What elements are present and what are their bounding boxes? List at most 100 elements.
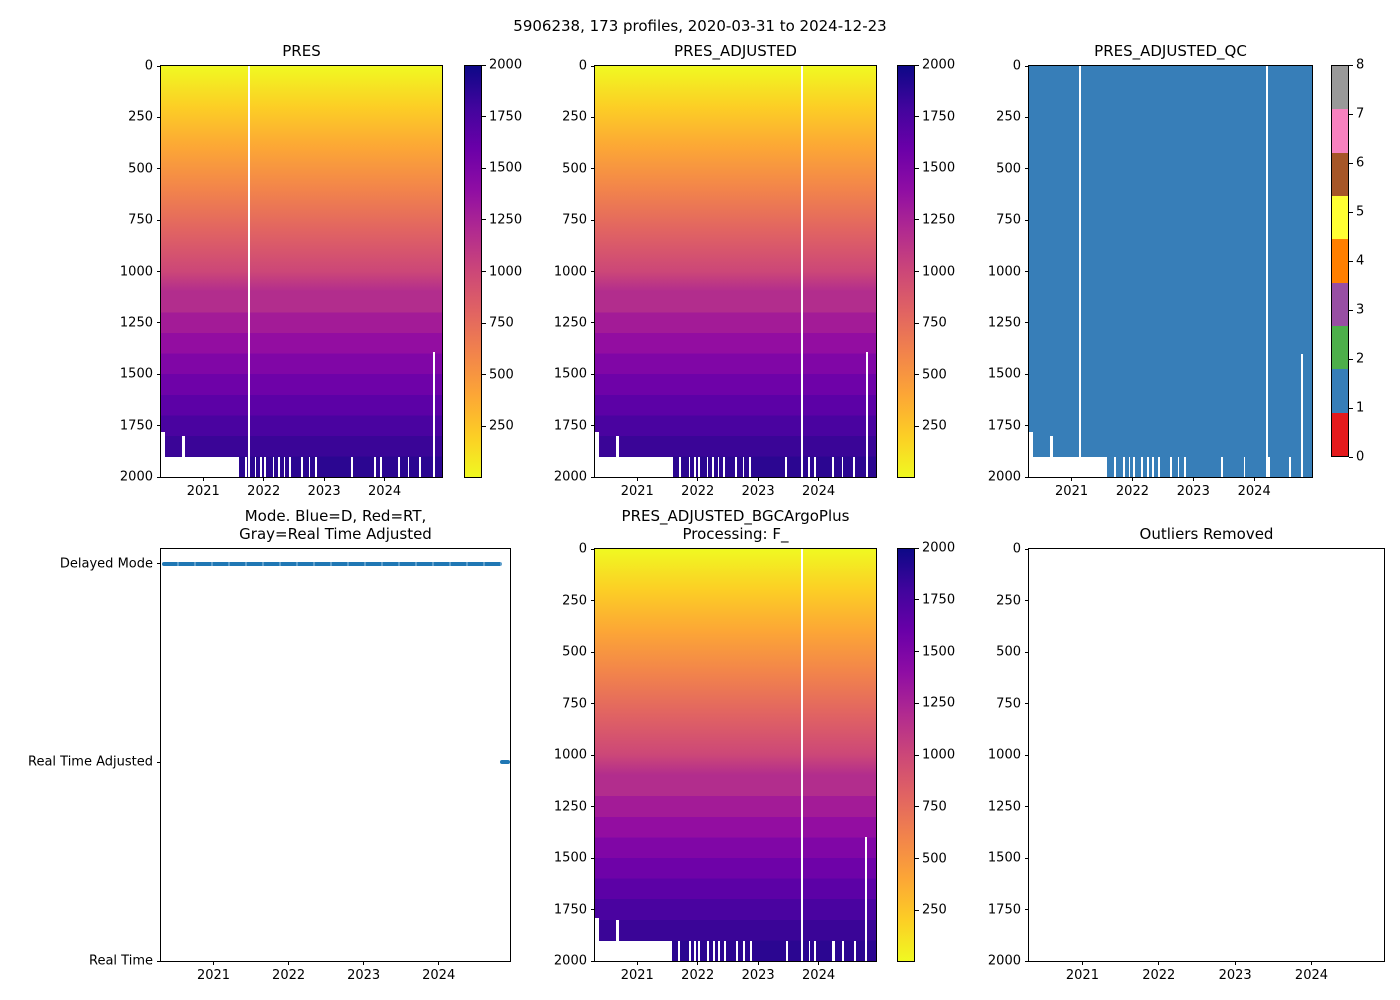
colorbar-qc-segments [1331,65,1349,457]
data-gap [289,457,292,477]
colorbar-tick-label: 1 [1356,400,1365,416]
data-gap [831,457,834,477]
colorbar-tick-label: 1750 [922,592,956,608]
y-tick-mark [1025,168,1029,170]
data-gap [351,457,354,477]
colorbar-tick-mark [482,271,486,272]
y-tick-mark [157,116,161,118]
y-tick-mark [591,960,595,962]
data-gap [712,457,715,477]
colorbar-tick-label: 6 [1356,155,1365,171]
qc-color-segment [1332,109,1348,153]
data-gap [723,941,726,961]
data-gap [832,941,835,961]
data-gap [315,457,317,477]
x-tick-mark [636,961,638,965]
qc-color-segment [1332,412,1348,456]
y-tick-mark [591,651,595,653]
data-gap [1265,66,1268,477]
y-tick-label: Real Time Adjusted [28,754,153,770]
x-tick-mark [1081,961,1083,965]
x-tick-label: 2024 [802,484,836,499]
colorbar-tick-mark [915,271,919,272]
colorbar-pres-adjusted-gradient [897,65,915,478]
colorbar-tick-label: 3 [1356,302,1365,318]
colorbar-tick-label: 750 [489,315,514,331]
colorbar-tick-label: 500 [922,851,947,866]
colorbar-tick-label: 1500 [489,160,523,176]
data-gap [785,457,788,477]
qc-color-segment [1332,282,1348,326]
y-tick-mark [591,909,595,910]
y-tick-mark [591,271,595,272]
x-tick-label: 2022 [247,484,281,499]
x-tick-mark [697,477,699,481]
colorbar-tick-mark [915,547,919,549]
y-tick-mark [1025,806,1029,807]
data-gap [866,351,869,477]
colorbar-tick-mark [915,116,919,118]
colorbar-tick-mark [1349,456,1353,458]
qc-heatmap [1029,66,1312,477]
x-tick-label: 2023 [347,968,381,983]
y-tick-label: 2000 [119,469,153,485]
data-gap [379,457,382,477]
colorbar-tick-mark [1349,358,1353,360]
colorbar-tick-mark [915,167,919,169]
data-gap [161,431,166,458]
x-tick-mark [1192,477,1194,481]
colorbar-tick-mark [915,599,919,601]
y-tick-mark [591,703,595,704]
colorbar-tick-mark [915,374,919,376]
y-tick-mark [591,219,595,221]
y-tick-mark [591,857,595,859]
y-tick-label: 2000 [553,953,587,969]
data-gap [706,457,709,477]
colorbar-tick-label: 1750 [922,109,956,125]
data-gap [742,457,745,477]
x-tick-mark [697,961,699,965]
y-tick-label: Real Time [89,953,153,969]
colorbar-tick-mark [915,322,919,324]
colorbar-tick-label: 750 [922,799,947,815]
data-gap [1123,457,1125,477]
x-tick-mark [757,961,759,965]
colorbar-bgc-gradient [897,548,915,962]
data-gap [1029,457,1108,477]
x-tick-label: 2021 [186,484,220,499]
figure-title: 5906238, 173 profiles, 2020-03-31 to 202… [513,17,887,35]
qc-color-segment [1332,239,1348,283]
colorbar-tick-label: 250 [922,902,947,918]
qc-color-segment [1332,152,1348,196]
data-gap [1243,457,1246,477]
qc-color-segment [1332,66,1348,110]
x-tick-mark [213,961,215,965]
y-tick-mark [1025,754,1029,756]
colorbar-tick-mark [482,322,486,324]
y-tick-label: 0 [1012,58,1021,74]
colorbar-pres: 2000 1750 1500 1250 1000 750 500 250 [464,58,522,478]
colorbar-tick-mark [1349,211,1353,213]
y-tick-mark [1025,703,1029,704]
y-tick-label: 250 [996,593,1021,608]
data-gap [301,457,303,477]
colorbar-tick-mark [1349,407,1353,409]
data-gap [749,457,751,477]
data-gap [595,941,672,961]
subplot-pres-adjusted-qc-title: PRES_ADJUSTED_QC [1094,42,1247,60]
data-gap [1170,457,1172,477]
y-tick-label: 250 [996,109,1021,125]
y-tick-mark [591,754,595,756]
pres-heatmap [161,66,442,477]
data-gap [1147,457,1149,477]
x-tick-label: 2021 [196,968,231,983]
x-tick-label: 2024 [1237,484,1271,499]
colorbar-tick-label: 7 [1356,106,1365,122]
data-gap [595,457,673,477]
colorbar-tick-mark [915,651,919,652]
data-gap [259,457,262,477]
x-tick-label: 2022 [681,968,715,983]
y-tick-mark [1025,548,1029,550]
data-gap [1184,457,1187,477]
